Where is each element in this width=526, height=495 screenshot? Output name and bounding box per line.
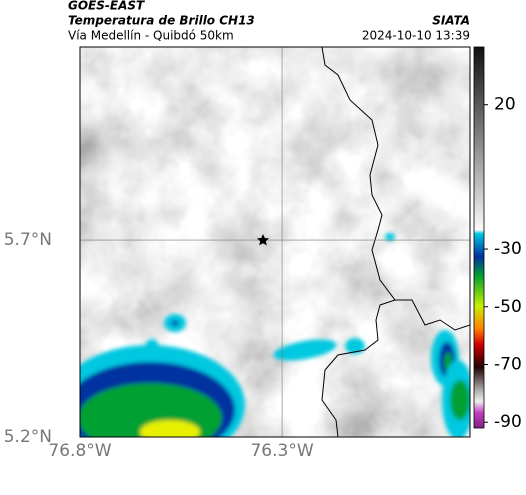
y-tick-label: 5.7°N — [4, 230, 52, 250]
timestamp: 2024-10-10 13:39 — [362, 29, 470, 43]
subtitle: Temperatura de Brillo CH13 — [68, 14, 255, 28]
colorbar-tick-label: 20 — [494, 95, 516, 115]
source: SIATA — [432, 14, 470, 28]
y-tick-label: 5.2°N — [4, 427, 52, 447]
colorbar-tick-label: -30 — [494, 239, 522, 259]
satellite-image — [80, 47, 470, 437]
title: GOES-EAST — [68, 0, 145, 13]
colorbar-tick-label: -70 — [494, 355, 522, 375]
x-tick-label: 76.8°W — [48, 441, 111, 461]
location-marker — [257, 234, 269, 246]
map-frame — [79, 46, 471, 438]
location: Vía Medellín - Quibdó 50km — [68, 29, 234, 43]
colorbar-tick-label: -90 — [494, 412, 522, 432]
x-tick-label: 76.3°W — [250, 441, 313, 461]
colorbar-tick-label: -50 — [494, 297, 522, 317]
colorbar — [473, 46, 485, 429]
